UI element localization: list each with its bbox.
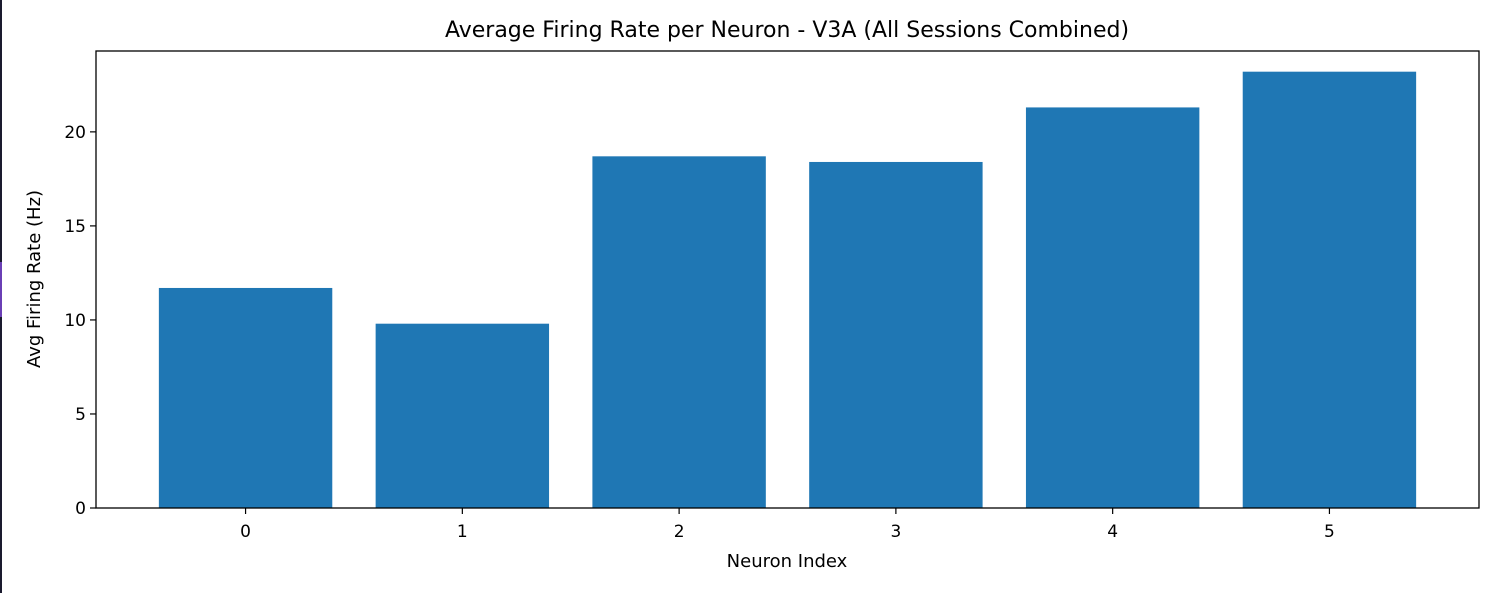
y-tick-label: 15	[64, 217, 86, 237]
window-edge-accent	[0, 262, 2, 317]
y-tick-label: 5	[75, 405, 86, 425]
x-tick-label: 3	[890, 522, 901, 542]
x-tick-label: 1	[457, 522, 468, 542]
y-axis-ticks: 0 5 10 15 20	[64, 123, 96, 519]
bar-0	[158, 287, 333, 508]
x-tick-label: 5	[1324, 522, 1335, 542]
x-tick-label: 4	[1107, 522, 1118, 542]
y-tick-label: 20	[64, 123, 86, 143]
x-tick-label: 0	[240, 522, 251, 542]
bar-2	[592, 156, 766, 508]
x-axis-label: Neuron Index	[727, 551, 848, 572]
y-tick-label: 0	[75, 499, 86, 519]
bar-5	[1242, 71, 1417, 508]
bar-1	[375, 323, 550, 508]
x-tick-label: 2	[674, 522, 685, 542]
bar-4	[1025, 107, 1200, 509]
chart-title: Average Firing Rate per Neuron - V3A (Al…	[445, 18, 1129, 43]
y-tick-label: 10	[64, 311, 86, 331]
bar-3	[809, 161, 983, 508]
bars-group	[158, 71, 1417, 509]
plot-area-frame	[95, 50, 1480, 509]
x-axis-ticks: 0 1 2 3 4 5	[240, 508, 1335, 542]
y-axis-label: Avg Firing Rate (Hz)	[24, 190, 45, 368]
